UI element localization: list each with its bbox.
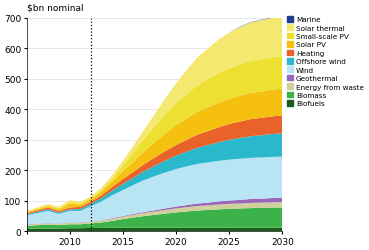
Legend: Marine, Solar thermal, Small-scale PV, Solar PV, Heating, Offshore wind, Wind, G: Marine, Solar thermal, Small-scale PV, S… — [286, 16, 365, 108]
Text: $bn nominal: $bn nominal — [27, 4, 84, 13]
